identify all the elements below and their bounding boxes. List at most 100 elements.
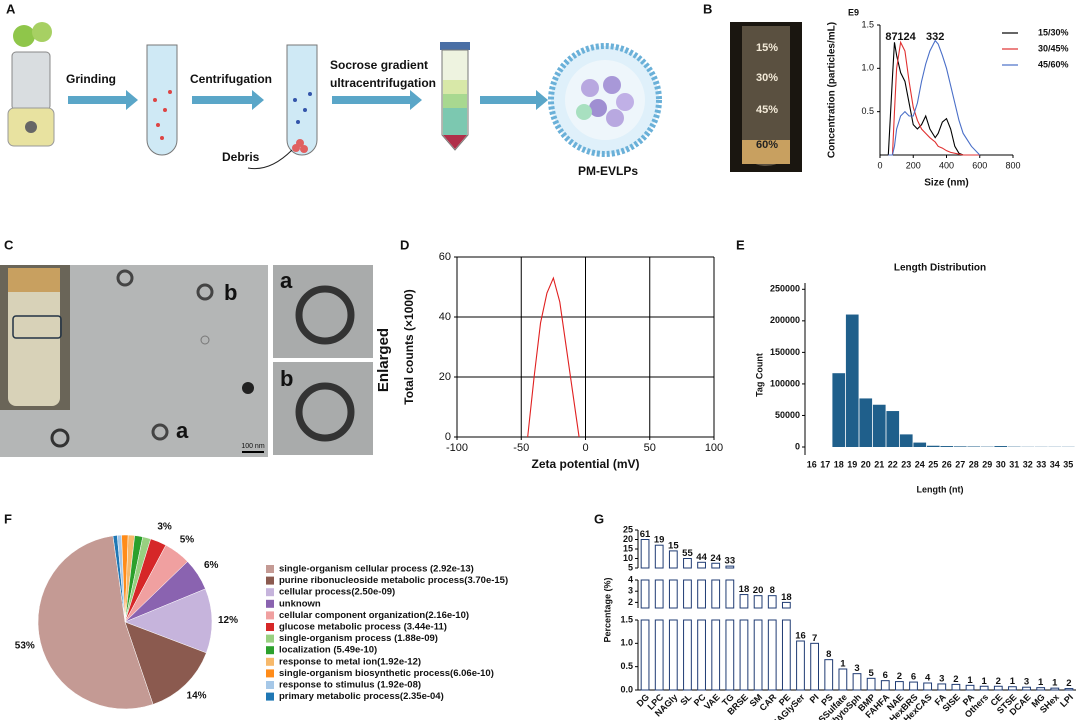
count-label: 3	[939, 673, 944, 684]
arrows	[68, 90, 548, 110]
count-label: 4	[925, 673, 931, 684]
legend-label: single-organism process (1.88e-09)	[279, 633, 438, 644]
y-axis-label: Tag Count	[754, 353, 764, 397]
legend-label: cellular process(2.50e-09)	[279, 587, 395, 598]
panel-label: C	[4, 237, 14, 252]
slice-label: 6%	[204, 560, 219, 571]
y-tick-label: 0	[445, 431, 451, 443]
count-label: 1	[1052, 678, 1058, 689]
x-tick-label: PI	[808, 692, 821, 705]
legend-label: unknown	[279, 598, 321, 609]
count-label: 1	[1038, 677, 1044, 688]
legend-swatch	[266, 576, 274, 585]
centrifuge-tube	[440, 42, 470, 151]
x-tick-label: 25	[928, 459, 938, 469]
x-tick-label: 24	[915, 459, 925, 469]
legend-label: 45/60%	[1038, 59, 1069, 69]
bar	[654, 579, 664, 609]
bar	[753, 595, 763, 609]
inset-label: b	[280, 366, 293, 391]
legend-label: single-organism cellular process (2.92e-…	[279, 564, 474, 575]
y-tick-label: 1.0	[620, 638, 633, 648]
x-tick-label: 33	[1036, 459, 1046, 469]
line-series	[887, 42, 980, 156]
slice-label: 53%	[15, 641, 35, 652]
bar	[640, 579, 650, 609]
scale-label: 100 nm	[241, 443, 265, 450]
x-tick-label: SL	[678, 692, 694, 708]
legend-swatch	[266, 669, 274, 678]
bar	[967, 446, 981, 447]
x-tick-label: 400	[939, 160, 954, 170]
pie-slice	[124, 588, 213, 654]
bar	[640, 539, 650, 569]
legend-swatch	[266, 599, 274, 608]
chart-title: Length Distribution	[894, 263, 986, 274]
x-tick-label: 0	[877, 160, 882, 170]
legend-swatch	[266, 588, 274, 597]
panel-label: E	[736, 237, 745, 252]
bar	[845, 314, 859, 447]
x-tick-label: 800	[1005, 160, 1020, 170]
bar	[725, 579, 735, 609]
inset-label: a	[280, 268, 293, 293]
bar	[859, 398, 873, 447]
count-label: 6	[883, 670, 888, 681]
slice-label: 5%	[180, 534, 195, 545]
panel-label: G	[594, 511, 604, 526]
y-axis-label: Total counts (×1000)	[402, 289, 416, 404]
x-tick-label: 19	[847, 459, 857, 469]
x-tick-label: 27	[955, 459, 965, 469]
count-label: 3	[1024, 677, 1029, 688]
bar	[725, 619, 735, 691]
y-axis-label: Concentration (particles/mL)	[827, 22, 838, 158]
y-tick-label: 0.5	[620, 661, 633, 671]
x-tick-label: LPI	[1058, 692, 1075, 709]
count-label: 2	[996, 676, 1001, 687]
count-label: 7	[812, 633, 817, 644]
bar	[739, 594, 749, 609]
bar	[940, 446, 954, 447]
y-tick-label: 1.5	[620, 614, 633, 624]
y-tick-label: 20	[623, 534, 633, 544]
bar	[993, 685, 1003, 691]
x-tick-label: 50	[644, 442, 656, 454]
legend-swatch	[266, 634, 274, 643]
legend-swatch	[266, 611, 274, 620]
y-tick-label: 1.5	[861, 19, 874, 29]
tem-image	[0, 265, 373, 457]
step-label: Grinding	[66, 72, 116, 86]
legend-label: purine ribonucleoside metabolic process(…	[279, 575, 508, 586]
x-tick-label: 34	[1050, 459, 1060, 469]
panel-label: D	[400, 237, 409, 252]
bar	[697, 579, 706, 609]
bar	[711, 562, 721, 569]
layer-label: 30%	[756, 72, 778, 84]
bar	[683, 558, 692, 569]
bar	[1064, 688, 1074, 691]
count-label: 3	[854, 663, 859, 674]
inset-caption: Enlarged	[375, 328, 392, 392]
legend-label: primary metabolic process(2.35e-04)	[279, 691, 444, 702]
bar	[951, 683, 961, 691]
bar	[895, 681, 904, 691]
x-tick-label: 16	[807, 459, 817, 469]
step-label: ultracentrifugation	[330, 76, 436, 90]
count-label: 61	[640, 529, 651, 540]
x-tick-label: 29	[982, 459, 992, 469]
x-tick-label: 22	[888, 459, 898, 469]
bar	[640, 619, 650, 691]
bar	[832, 373, 846, 447]
x-tick-label: 100	[705, 442, 723, 454]
count-label: 1	[840, 659, 846, 670]
count-label: 2	[953, 674, 958, 685]
y-tick-label: 25	[623, 524, 633, 534]
layer-label: 45%	[756, 104, 778, 116]
y-tick-label: 50000	[775, 410, 800, 420]
layer-label: 60%	[756, 139, 778, 151]
y-tick-label: 1.0	[861, 63, 874, 73]
layer-label: 15%	[756, 42, 778, 54]
count-label: 1	[982, 676, 988, 687]
y-tick-label: 20	[439, 371, 451, 383]
bar	[994, 446, 1008, 447]
